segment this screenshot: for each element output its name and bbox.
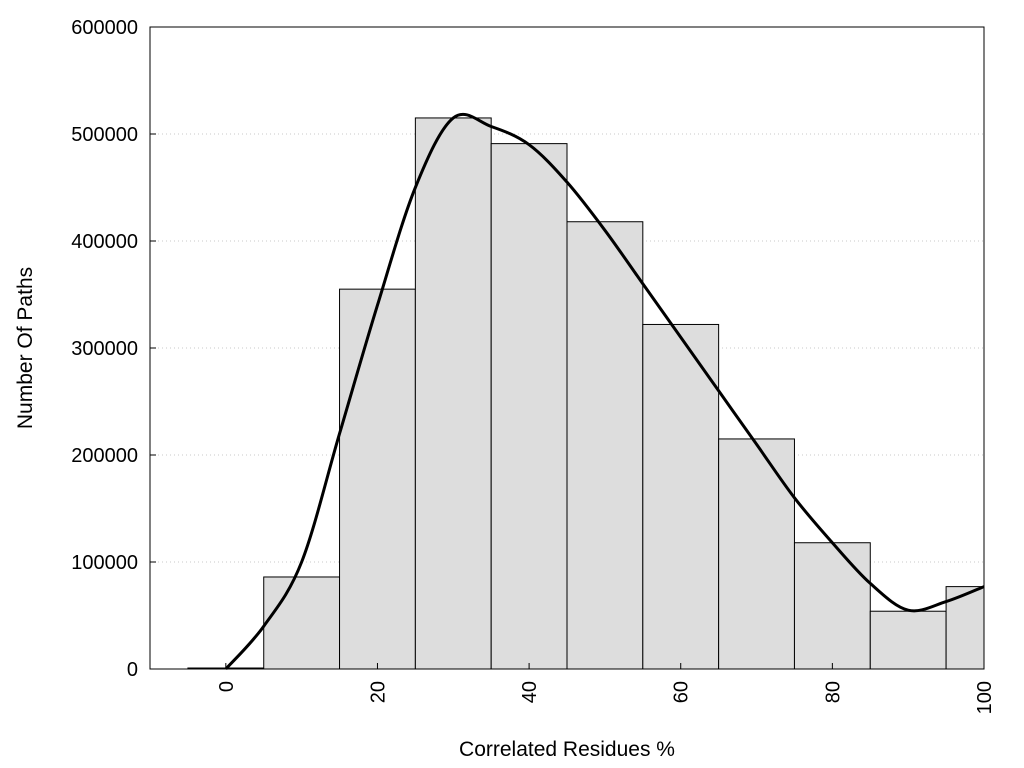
- y-tick-label: 500000: [71, 124, 138, 146]
- bars: [187, 117, 985, 670]
- histogram-bar-5: [566, 221, 644, 670]
- y-axis-ticks: 0 100000 200000 300000 400000 500000 600000: [71, 17, 156, 681]
- y-tick-label: 400000: [71, 231, 138, 253]
- y-tick-label: 0: [127, 659, 138, 681]
- y-tick-label: 600000: [71, 17, 138, 39]
- histogram-bar-6: [642, 323, 720, 670]
- x-tick-label: 80: [822, 681, 844, 703]
- x-tick-label: 0: [216, 681, 238, 692]
- y-tick-label: 300000: [71, 338, 138, 360]
- histogram-bar-8: [793, 542, 871, 670]
- x-axis-ticks: 0 20 40 60 80 100: [216, 663, 996, 714]
- x-tick-label: 40: [519, 681, 541, 703]
- histogram-bar-2: [339, 288, 416, 670]
- histogram-bar-7: [718, 438, 795, 670]
- x-tick-label: 20: [367, 681, 389, 703]
- y-tick-label: 100000: [71, 552, 138, 574]
- density-curve: [224, 112, 985, 670]
- x-axis-label: Correlated Residues %: [459, 738, 675, 761]
- x-tick-label: 60: [671, 681, 693, 703]
- y-axis-label: Number Of Paths: [14, 267, 37, 429]
- histogram-bar-9: [869, 610, 947, 670]
- histogram-bar-4: [490, 143, 568, 670]
- y-tick-label: 200000: [71, 445, 138, 467]
- density-curve-layer: [224, 112, 985, 670]
- histogram-bar-1: [263, 576, 341, 670]
- histogram-bar-3: [414, 117, 492, 670]
- x-tick-label: 100: [974, 681, 996, 714]
